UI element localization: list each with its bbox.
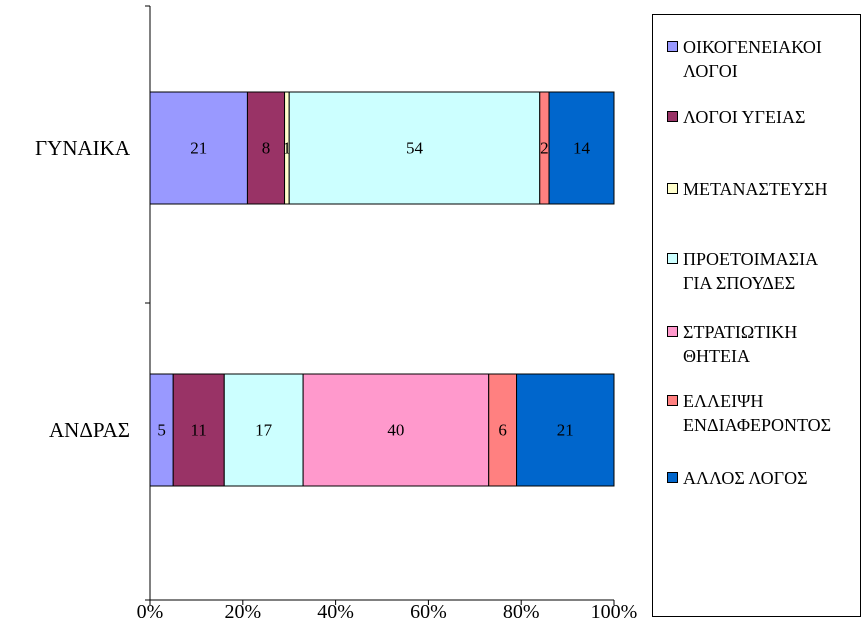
legend-label-line: ΕΝΔΙΑΦΕΡΟΝΤΟΣ bbox=[683, 415, 832, 435]
legend-label: ΠΡΟΕΤΟΙΜΑΣΙΑ ΓΙΑ ΣΠΟΥΔΕΣ bbox=[683, 247, 818, 295]
legend-label: ΜΕΤΑΝΑΣΤΕΥΣΗ bbox=[683, 177, 828, 201]
bar-segment bbox=[223, 373, 304, 487]
legend-swatch bbox=[667, 395, 678, 406]
chart-legend: ΟΙΚΟΓΕΝΕΙΑΚΟΙ ΛΟΓΟΙ ΛΟΓΟΙ ΥΓΕΙΑΣ ΜΕΤΑΝΑΣΤΕΥ… bbox=[652, 14, 861, 617]
bar-segment bbox=[288, 91, 541, 205]
data-label: 17 bbox=[255, 421, 273, 440]
legend-swatch bbox=[667, 326, 678, 337]
x-tick-label: 60% bbox=[410, 601, 447, 623]
x-tick-label: 0% bbox=[137, 601, 164, 623]
bar-segment bbox=[302, 373, 490, 487]
legend-label-line: ΣΤΡΑΤΙΩΤΙΚΗ bbox=[683, 322, 798, 342]
legend-label: ΣΤΡΑΤΙΩΤΙΚΗ ΘΗΤΕΙΑ bbox=[683, 320, 797, 368]
legend-label: ΟΙΚΟΓΕΝΕΙΑΚΟΙ ΛΟΓΟΙ bbox=[683, 35, 822, 83]
x-tick-label: 80% bbox=[503, 601, 540, 623]
legend-label-line: ΑΛΛΟΣ ΛΟΓΟΣ bbox=[683, 468, 808, 488]
legend-swatch bbox=[667, 183, 678, 194]
legend-swatch bbox=[667, 253, 678, 264]
legend-label-line: ΕΛΛΕΙΨΗ bbox=[683, 391, 764, 411]
bar-segment bbox=[548, 91, 615, 205]
legend-label: ΑΛΛΟΣ ΛΟΓΟΣ bbox=[683, 466, 808, 490]
legend-label-line: ΛΟΓΟΙ bbox=[683, 61, 738, 81]
data-label: 2 bbox=[540, 139, 549, 158]
bar-segment bbox=[172, 373, 225, 487]
stacked-bar-chart: 0% 20% 40% 60% 80% 100% ΓΥΝΑΙΚΑ 21 8 1 54 2 14 ΑΝΔΡΑΣ… bbox=[35, 5, 638, 623]
legend-swatch bbox=[667, 472, 678, 483]
bar-segment bbox=[149, 91, 248, 205]
legend-label-line: ΠΡΟΕΤΟΙΜΑΣΙΑ bbox=[683, 249, 819, 269]
data-label: 21 bbox=[557, 421, 574, 440]
bar-segment bbox=[488, 373, 518, 487]
x-tick-label: 40% bbox=[317, 601, 354, 623]
legend-swatch bbox=[667, 111, 678, 122]
data-label: 8 bbox=[262, 139, 271, 158]
category-label: ΑΝΔΡΑΣ bbox=[49, 418, 130, 442]
bar-segment bbox=[516, 373, 615, 487]
legend-label: ΛΟΓΟΙ ΥΓΕΙΑΣ bbox=[683, 105, 805, 129]
data-label: 40 bbox=[387, 421, 404, 440]
data-label: 6 bbox=[498, 421, 507, 440]
bar-segment bbox=[246, 91, 286, 205]
legend-label-line: ΛΟΓΟΙ ΥΓΕΙΑΣ bbox=[683, 107, 806, 127]
data-label: 21 bbox=[190, 139, 207, 158]
legend-label-line: ΘΗΤΕΙΑ bbox=[683, 346, 750, 366]
data-label: 1 bbox=[283, 139, 292, 158]
data-label: 5 bbox=[157, 421, 166, 440]
data-label: 54 bbox=[406, 139, 424, 158]
category-label: ΓΥΝΑΙΚΑ bbox=[35, 136, 131, 160]
legend-label-line: ΓΙΑ ΣΠΟΥΔΕΣ bbox=[683, 273, 796, 293]
legend-label-line: ΜΕΤΑΝΑΣΤΕΥΣΗ bbox=[683, 179, 828, 199]
legend-label: ΕΛΛΕΙΨΗ ΕΝΔΙΑΦΕΡΟΝΤΟΣ bbox=[683, 389, 831, 437]
x-tick-label: 20% bbox=[224, 601, 261, 623]
legend-swatch bbox=[667, 41, 678, 52]
legend-label-line: ΟΙΚΟΓΕΝΕΙΑΚΟΙ bbox=[683, 37, 822, 57]
x-tick-label: 100% bbox=[591, 601, 638, 623]
data-label: 14 bbox=[573, 139, 591, 158]
data-label: 11 bbox=[191, 421, 207, 440]
